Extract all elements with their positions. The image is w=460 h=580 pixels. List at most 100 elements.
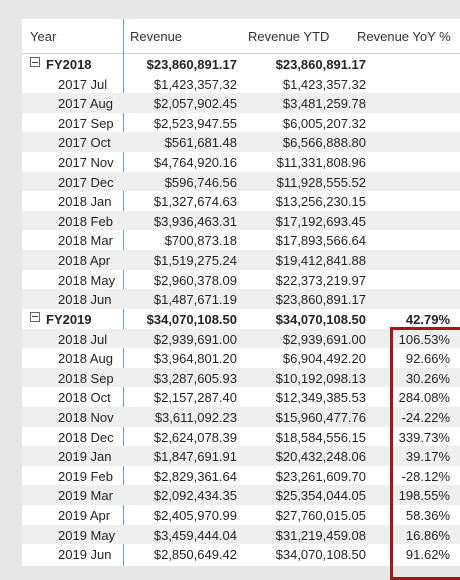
year-cell: 2018 Nov (58, 409, 114, 425)
revenue-cell: $2,960,378.09 (153, 272, 237, 288)
table-row: 2019 Feb $2,829,361.64 $23,261,609.70 -28.1… (22, 466, 460, 486)
table-row: 2018 Jul $2,939,691.00 $2,939,691.00 106.53… (22, 328, 460, 349)
year-cell: 2019 Jun (58, 547, 112, 563)
revenue-ytd-cell: $20,432,248.06 (275, 449, 366, 465)
revenue-yoy-cell: 91.62% (405, 547, 450, 563)
revenue-ytd-cell: $23,860,891.17 (275, 57, 366, 72)
table-row: 2017 Nov $4,764,920.16 $11,331,808.96 (22, 152, 460, 172)
table-row: 2018 Apr $1,519,275.24 $19,412,841.88 (22, 250, 460, 270)
table-row: 2019 Jun $2,850,649.42 $34,070,108.50 91.62… (22, 544, 460, 564)
revenue-ytd-cell: $10,192,098.13 (275, 370, 366, 386)
revenue-ytd-cell: $12,349,385.53 (275, 390, 366, 406)
year-cell: 2017 Sep (58, 115, 114, 131)
table-row: 2018 Feb $3,936,463.31 $17,192,693.45 (22, 210, 460, 231)
revenue-ytd-cell: $6,566,888.80 (282, 135, 366, 151)
table-row: 2018 Dec $2,624,078.39 $18,584,556.15 339.7… (22, 427, 460, 447)
year-cell: 2018 Oct (58, 390, 111, 406)
revenue-ytd-cell: $6,904,492.20 (282, 351, 366, 367)
table-row: 2017 Jul $1,423,357.32 $1,423,357.32 (22, 74, 460, 94)
table-row: 2017 Oct $561,681.48 $6,566,888.80 (22, 132, 460, 153)
header-revenue-yoy[interactable]: Revenue YoY % (357, 29, 451, 44)
year-cell: 2018 Jun (58, 292, 112, 308)
year-cell: 2019 Apr (58, 508, 111, 524)
revenue-ytd-cell: $11,331,808.96 (276, 155, 366, 171)
revenue-yoy-cell: 339.73% (398, 429, 450, 445)
revenue-cell: $2,624,078.39 (153, 429, 237, 445)
revenue-cell: $3,964,801.20 (153, 351, 237, 367)
year-cell: 2017 Dec (58, 174, 114, 190)
revenue-yoy-cell: 58.36% (405, 508, 450, 524)
revenue-ytd-cell: $3,481,259.78 (282, 96, 366, 112)
revenue-cell: $1,487,671.19 (153, 292, 237, 308)
table-row: 2018 Nov $3,611,092.23 $15,960,477.76 -24.2… (22, 406, 460, 427)
revenue-cell: $3,936,463.31 (153, 213, 237, 229)
collapse-icon[interactable] (30, 57, 40, 67)
revenue-cell: $23,860,891.17 (146, 57, 237, 72)
revenue-yoy-cell: 39.17% (405, 449, 450, 465)
year-cell: 2018 Jan (58, 194, 112, 210)
table-row: 2017 Aug $2,057,902.45 $3,481,259.78 (22, 93, 460, 113)
revenue-cell: $2,405,970.99 (153, 508, 237, 524)
year-cell: FY2019 (46, 311, 92, 327)
year-cell: 2017 Jul (58, 76, 108, 92)
revenue-cell: $3,287,605.93 (153, 370, 237, 386)
table-row: 2018 Jan $1,327,674.63 $13,256,230.15 (22, 191, 460, 211)
year-cell: 2019 Mar (58, 488, 113, 504)
matrix-body: FY2018 $23,860,891.17 $23,860,891.17 2017 J… (22, 54, 460, 564)
revenue-yoy-cell: 284.08% (398, 390, 450, 406)
table-row: 2018 May $2,960,378.09 $22,373,219.97 (22, 270, 460, 290)
table-row: 2019 Apr $2,405,970.99 $27,760,015.05 58.36… (22, 505, 460, 525)
revenue-ytd-cell: $25,354,044.05 (275, 488, 366, 504)
year-cell: 2018 Dec (58, 429, 114, 445)
header-revenue-ytd[interactable]: Revenue YTD (248, 29, 330, 44)
revenue-ytd-cell: $11,928,555.52 (276, 174, 366, 190)
revenue-ytd-cell: $27,760,015.05 (275, 508, 366, 524)
year-cell: 2017 Nov (58, 155, 114, 171)
table-row: 2018 Jun $1,487,671.19 $23,860,891.17 (22, 289, 460, 309)
table-row: 2017 Dec $596,746.56 $11,928,555.52 (22, 171, 460, 192)
revenue-cell: $1,327,674.63 (153, 194, 237, 210)
column-header-row: Year Revenue Revenue YTD Revenue YoY % (22, 19, 460, 54)
table-row: 2019 Mar $2,092,434.35 $25,354,044.05 198.5… (22, 485, 460, 506)
revenue-yoy-cell: 106.53% (398, 331, 450, 347)
revenue-cell: $1,519,275.24 (153, 253, 237, 269)
revenue-ytd-cell: $1,423,357.32 (282, 76, 366, 92)
revenue-ytd-cell: $2,939,691.00 (282, 331, 366, 347)
revenue-ytd-cell: $22,373,219.97 (275, 272, 366, 288)
table-row: 2019 Jan $1,847,691.91 $20,432,248.06 39.17… (22, 446, 460, 466)
table-row: 2018 Sep $3,287,605.93 $10,192,098.13 30.26… (22, 367, 460, 388)
year-cell: 2017 Aug (58, 96, 113, 112)
header-revenue[interactable]: Revenue (130, 29, 183, 44)
revenue-cell: $34,070,108.50 (146, 311, 237, 327)
revenue-cell: $1,847,691.91 (153, 449, 237, 465)
revenue-cell: $2,092,434.35 (153, 488, 237, 504)
revenue-cell: $700,873.18 (164, 233, 237, 249)
year-cell: 2018 May (58, 272, 116, 288)
revenue-ytd-cell: $18,584,556.15 (275, 429, 366, 445)
year-cell: 2018 Jul (58, 331, 108, 347)
revenue-cell: $1,423,357.32 (153, 76, 237, 92)
revenue-ytd-cell: $17,192,693.45 (275, 213, 366, 229)
revenue-cell: $2,939,691.00 (153, 331, 237, 347)
table-row: 2018 Oct $2,157,287.40 $12,349,385.53 284.0… (22, 387, 460, 407)
header-year[interactable]: Year (30, 29, 57, 44)
matrix-visual: Year Revenue Revenue YTD Revenue YoY % F… (22, 19, 460, 580)
revenue-ytd-cell: $13,256,230.15 (275, 194, 366, 210)
fiscal-year-total-row: FY2018 $23,860,891.17 $23,860,891.17 (22, 54, 460, 74)
revenue-cell: $3,459,444.04 (153, 527, 237, 543)
year-cell: FY2018 (46, 57, 92, 72)
revenue-ytd-cell: $34,070,108.50 (275, 547, 366, 563)
revenue-ytd-cell: $15,960,477.76 (275, 409, 366, 425)
year-cell: 2019 Jan (58, 449, 112, 465)
collapse-icon[interactable] (30, 311, 40, 322)
year-cell: 2018 Apr (58, 253, 111, 269)
revenue-yoy-cell: 42.79% (405, 311, 450, 327)
yoy-highlight-box (390, 327, 460, 580)
revenue-ytd-cell: $23,261,609.70 (275, 468, 366, 484)
year-cell: 2018 Feb (58, 213, 113, 229)
revenue-cell: $561,681.48 (164, 135, 237, 151)
revenue-cell: $2,057,902.45 (153, 96, 237, 112)
table-row: 2017 Sep $2,523,947.55 $6,005,207.32 (22, 113, 460, 133)
table-row: 2018 Mar $700,873.18 $17,893,566.64 (22, 230, 460, 250)
year-cell: 2019 May (58, 527, 116, 543)
